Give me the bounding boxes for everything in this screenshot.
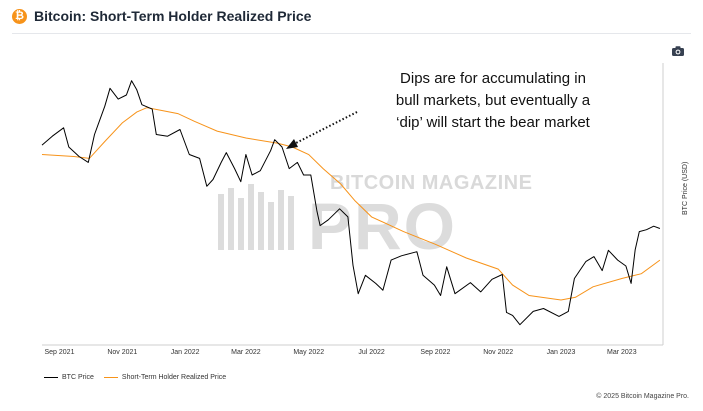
x-tick-label: Sep 2022 bbox=[420, 349, 450, 356]
annotation-line-3: ‘dip’ will start the bear market bbox=[396, 114, 590, 131]
x-tick-label: May 2022 bbox=[293, 349, 324, 356]
series-line-sth-realized-price bbox=[41, 107, 661, 301]
x-tick-label: Jan 2022 bbox=[171, 349, 200, 356]
camera-icon[interactable] bbox=[671, 45, 685, 57]
chart-header: ₿ Bitcoin: Short-Term Holder Realized Pr… bbox=[0, 0, 703, 34]
legend-label-sth: Short-Term Holder Realized Price bbox=[121, 374, 227, 381]
x-tick-label: Mar 2023 bbox=[607, 349, 637, 356]
x-tick-label: Nov 2022 bbox=[483, 349, 513, 356]
legend-label-btc: BTC Price bbox=[62, 374, 94, 381]
annotation-arrow-head bbox=[286, 139, 298, 149]
x-tick-label: Jul 2022 bbox=[358, 349, 385, 356]
watermark-text: BITCOIN MAGAZINE bbox=[330, 172, 533, 194]
header-divider bbox=[12, 33, 691, 34]
annotation-line-2: bull markets, but eventually a bbox=[395, 92, 591, 109]
y-axis-label: BTC Price (USD) bbox=[682, 161, 689, 215]
copyright-text: © 2025 Bitcoin Magazine Pro. bbox=[596, 393, 689, 400]
x-tick-label: Mar 2022 bbox=[231, 349, 261, 356]
legend-item-btc[interactable]: BTC Price bbox=[44, 374, 94, 381]
x-tick-label: Sep 2021 bbox=[45, 349, 75, 356]
chart-annotation: Dips are for accumulating in bull market… bbox=[358, 68, 628, 134]
x-tick-label: Nov 2021 bbox=[107, 349, 137, 356]
legend-swatch-btc bbox=[44, 377, 58, 378]
legend-item-sth[interactable]: Short-Term Holder Realized Price bbox=[103, 374, 227, 381]
legend-swatch-sth bbox=[103, 377, 118, 378]
annotation-line-1: Dips are for accumulating in bbox=[400, 70, 586, 87]
bitcoin-logo-icon: ₿ bbox=[12, 9, 27, 24]
series-line-btc-price bbox=[41, 80, 661, 326]
chart-legend: BTC Price Short-Term Holder Realized Pri… bbox=[44, 374, 236, 381]
chart-title: Bitcoin: Short-Term Holder Realized Pric… bbox=[34, 8, 312, 24]
watermark-bars-icon bbox=[218, 184, 294, 250]
x-tick-label: Jan 2023 bbox=[547, 349, 576, 356]
watermark-logo-text: PRO bbox=[308, 189, 458, 263]
annotation-arrow-line bbox=[293, 111, 358, 145]
